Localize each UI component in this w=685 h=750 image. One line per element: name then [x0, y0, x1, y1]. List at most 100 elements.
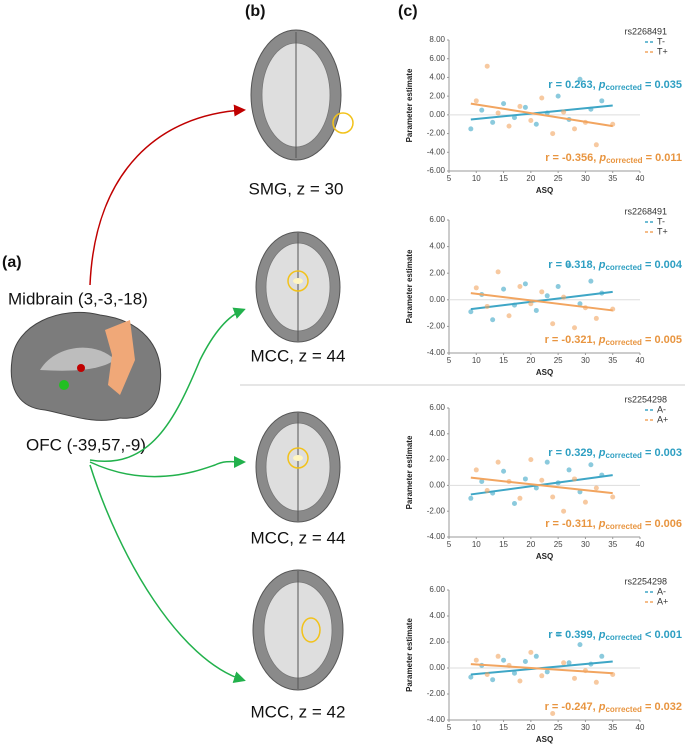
annotation-r: r = -0.356,	[545, 152, 599, 164]
y-tick-label: -2.00	[427, 506, 446, 515]
x-tick-label: 10	[472, 723, 481, 732]
point	[468, 674, 474, 680]
region-label: Midbrain (3,-3,-18)	[8, 289, 148, 308]
annotation-r: r = -0.247,	[545, 701, 599, 713]
axial-brain	[255, 411, 341, 523]
annotation-sub: corrected	[605, 451, 642, 460]
x-tick-label: 35	[608, 723, 617, 732]
point	[490, 317, 496, 323]
point	[468, 126, 474, 132]
annotation: r = 0.318, pcorrected = 0.004	[548, 259, 683, 272]
legend-label: T+	[657, 226, 668, 236]
point	[473, 657, 479, 663]
point	[484, 672, 490, 677]
y-tick-label: -4.00	[427, 532, 446, 541]
annotation-sub: corrected	[605, 338, 642, 347]
annotation-sub: corrected	[605, 522, 642, 531]
x-tick-label: 5	[447, 174, 452, 183]
point	[544, 459, 550, 465]
point	[555, 93, 561, 99]
x-tick-label: 15	[499, 356, 508, 365]
annotation: r = -0.356, pcorrected = 0.011	[545, 152, 682, 165]
y-tick-label: 4.00	[429, 242, 445, 251]
point	[468, 309, 474, 315]
axial-brain	[250, 29, 354, 161]
point	[506, 123, 512, 129]
x-tick-label: 40	[636, 174, 645, 183]
legend-label: A-	[657, 404, 666, 414]
legend-label: T+	[657, 46, 668, 56]
y-axis-label: Parameter estimate	[405, 618, 414, 692]
arrow	[89, 455, 246, 478]
point	[550, 321, 556, 327]
y-tick-label: 4.00	[429, 429, 445, 438]
y-tick-label: 4.00	[429, 611, 445, 620]
y-tick-label: 2.00	[429, 268, 445, 277]
annotation-r: r = 0.263,	[548, 79, 598, 91]
y-tick-label: 2.00	[429, 91, 445, 100]
annotation-p: p	[598, 259, 606, 271]
annotation: r = 0.399, pcorrected < 0.001	[548, 629, 682, 642]
point	[572, 675, 578, 681]
y-tick-label: 0.00	[429, 295, 445, 304]
sagittal-brain	[10, 311, 162, 421]
point	[495, 459, 501, 465]
point	[511, 670, 517, 676]
annotation-r: r = 0.329,	[548, 447, 598, 459]
point	[517, 495, 523, 501]
y-tick-label: -2.00	[427, 689, 446, 698]
point	[561, 660, 567, 666]
point	[533, 121, 539, 127]
point	[473, 285, 479, 291]
y-tick-label: 2.00	[429, 637, 445, 646]
legend-label: A+	[657, 414, 668, 424]
point	[566, 262, 572, 268]
annotation-rest: = 0.005	[642, 334, 682, 346]
legend-label: T-	[657, 216, 665, 226]
point	[501, 657, 507, 663]
x-tick-label: 30	[581, 723, 590, 732]
y-tick-label: -4.00	[427, 715, 446, 724]
point	[550, 711, 556, 716]
x-tick-label: 20	[526, 723, 535, 732]
fit-line	[470, 104, 613, 121]
point	[539, 289, 545, 295]
point	[599, 653, 605, 659]
point	[572, 325, 578, 331]
legend-label: T-	[657, 36, 665, 46]
x-tick-label: 30	[581, 356, 590, 365]
annotation-r: r = -0.321,	[545, 334, 599, 346]
point	[588, 278, 594, 284]
annotation: r = 0.329, pcorrected = 0.003	[548, 447, 682, 460]
point	[501, 468, 507, 474]
point	[561, 294, 567, 300]
point	[599, 98, 605, 104]
x-tick-label: 20	[526, 174, 535, 183]
annotation: r = -0.321, pcorrected = 0.005	[545, 334, 682, 347]
x-tick-label: 25	[554, 356, 563, 365]
point	[522, 659, 528, 664]
legend-label: A+	[657, 596, 668, 606]
x-tick-label: 20	[526, 540, 535, 549]
legend-title: rs2268491	[624, 206, 667, 216]
point	[484, 63, 490, 69]
slice-label: SMG, z = 30	[249, 179, 344, 198]
point	[550, 494, 556, 500]
legend-label: A-	[657, 586, 666, 596]
point	[533, 307, 539, 313]
x-tick-label: 30	[581, 174, 590, 183]
fit-line	[470, 292, 613, 312]
x-tick-label: 10	[472, 356, 481, 365]
annotation: r = 0.263, pcorrected = 0.035	[548, 79, 682, 92]
annotation-sub: corrected	[605, 705, 642, 714]
x-tick-label: 25	[554, 723, 563, 732]
annotation-rest: = 0.003	[642, 447, 682, 459]
y-tick-label: 4.00	[429, 73, 445, 82]
x-tick-label: 30	[581, 540, 590, 549]
point	[539, 673, 545, 679]
y-tick-label: 6.00	[429, 403, 445, 412]
x-axis-label: ASQ	[536, 552, 553, 561]
x-tick-label: 5	[447, 540, 452, 549]
y-tick-label: 0.00	[429, 663, 445, 672]
annotation-r: r = 0.318,	[548, 259, 598, 271]
